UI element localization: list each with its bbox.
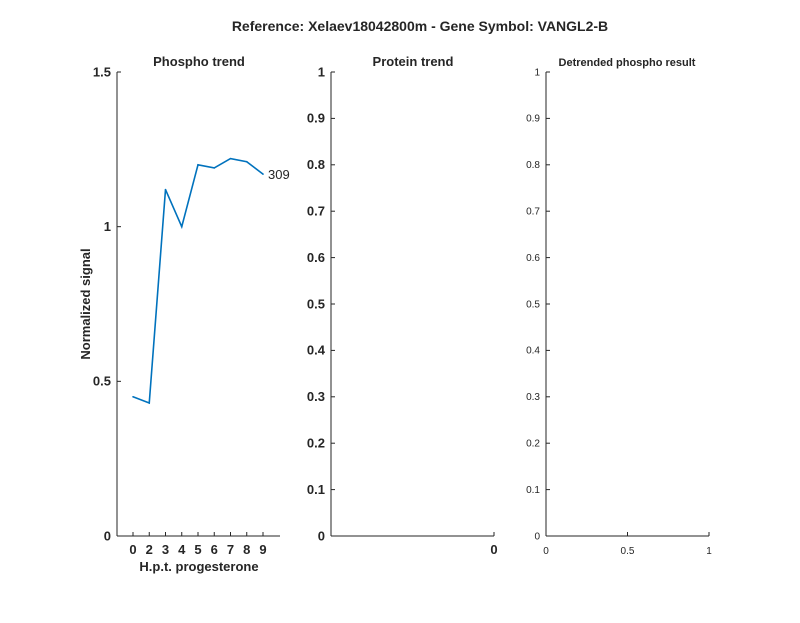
x-tick-label: 6 (211, 542, 218, 557)
x-tick-label: 2 (146, 542, 153, 557)
y-tick-label: 0.1 (526, 485, 540, 496)
detrended-phospho-panel: Detrended phospho result 0 0.1 0.2 0.3 0.4 0.… (526, 57, 712, 557)
y-tick-label: 1 (318, 64, 325, 79)
y-tick-label: 0.7 (526, 207, 540, 218)
y-tick-label: 0.5 (307, 296, 325, 311)
y-tick-label: 0.4 (307, 343, 326, 358)
x-tick-label: 7 (227, 542, 234, 557)
y-tick-label: 0.6 (307, 250, 325, 265)
y-tick-label: 0.2 (526, 439, 540, 450)
x-tick-label: 0 (543, 546, 549, 557)
data-point (132, 396, 134, 398)
panel-title-protein: Protein trend (373, 54, 454, 69)
x-tick-label: 0 (129, 542, 136, 557)
y-axis-label-phospho: Normalized signal (78, 248, 93, 359)
line-end-label: 309 (268, 167, 290, 182)
data-point (213, 167, 216, 169)
y-tick-label: 0.7 (307, 204, 325, 219)
y-tick-label: 0.3 (307, 389, 325, 404)
x-tick-label: 0.5 (621, 546, 635, 557)
x-tick-label: 8 (243, 542, 250, 557)
data-point (245, 160, 248, 163)
y-tick-label: 1 (104, 219, 111, 234)
data-point (197, 164, 199, 166)
series-line (132, 157, 264, 405)
y-tick-label: 0 (318, 528, 325, 543)
y-tick-label: 0 (104, 528, 111, 543)
y-tick-label: 0.3 (526, 392, 540, 403)
y-tick-label: 0.9 (307, 111, 325, 126)
figure-title: Reference: Xelaev18042800m - Gene Symbol… (232, 18, 608, 34)
x-tick-label: 4 (178, 542, 186, 557)
y-tick-label: 0.8 (526, 160, 540, 171)
data-point (148, 402, 151, 404)
y-tick-label: 0 (534, 531, 540, 542)
y-tick-label: 0.2 (307, 436, 325, 451)
x-tick-label: 1 (706, 546, 712, 557)
x-tick-label: 9 (259, 542, 266, 557)
x-tick-label: 3 (162, 542, 169, 557)
x-axis-label-phospho: H.p.t. progesterone (139, 559, 258, 574)
protein-trend-panel: Protein trend 0 0.1 0.2 0.3 0.4 0.5 0.6 0.7 0.8 0… (307, 54, 498, 557)
y-tick-label: 0.8 (307, 157, 325, 172)
panel-title-detrended: Detrended phospho result (559, 57, 696, 69)
x-tick-label: 0 (490, 542, 497, 557)
y-tick-label: 1.5 (93, 64, 111, 79)
y-tick-label: 1 (534, 67, 540, 78)
panel-title-phospho: Phospho trend (153, 54, 245, 69)
data-point (229, 157, 232, 160)
data-point (180, 225, 183, 228)
x-tick-label: 5 (194, 542, 201, 557)
data-point (262, 173, 264, 175)
y-tick-label: 0.1 (307, 482, 325, 497)
y-tick-label: 0.5 (526, 299, 540, 310)
y-tick-label: 0.5 (93, 374, 111, 389)
phospho-trend-panel: Phospho trend Normalized signal H.p.t. p… (78, 54, 290, 574)
data-point (164, 188, 167, 191)
y-tick-label: 0.6 (526, 253, 540, 264)
y-tick-label: 0.4 (526, 346, 540, 357)
y-tick-label: 0.9 (526, 114, 540, 125)
